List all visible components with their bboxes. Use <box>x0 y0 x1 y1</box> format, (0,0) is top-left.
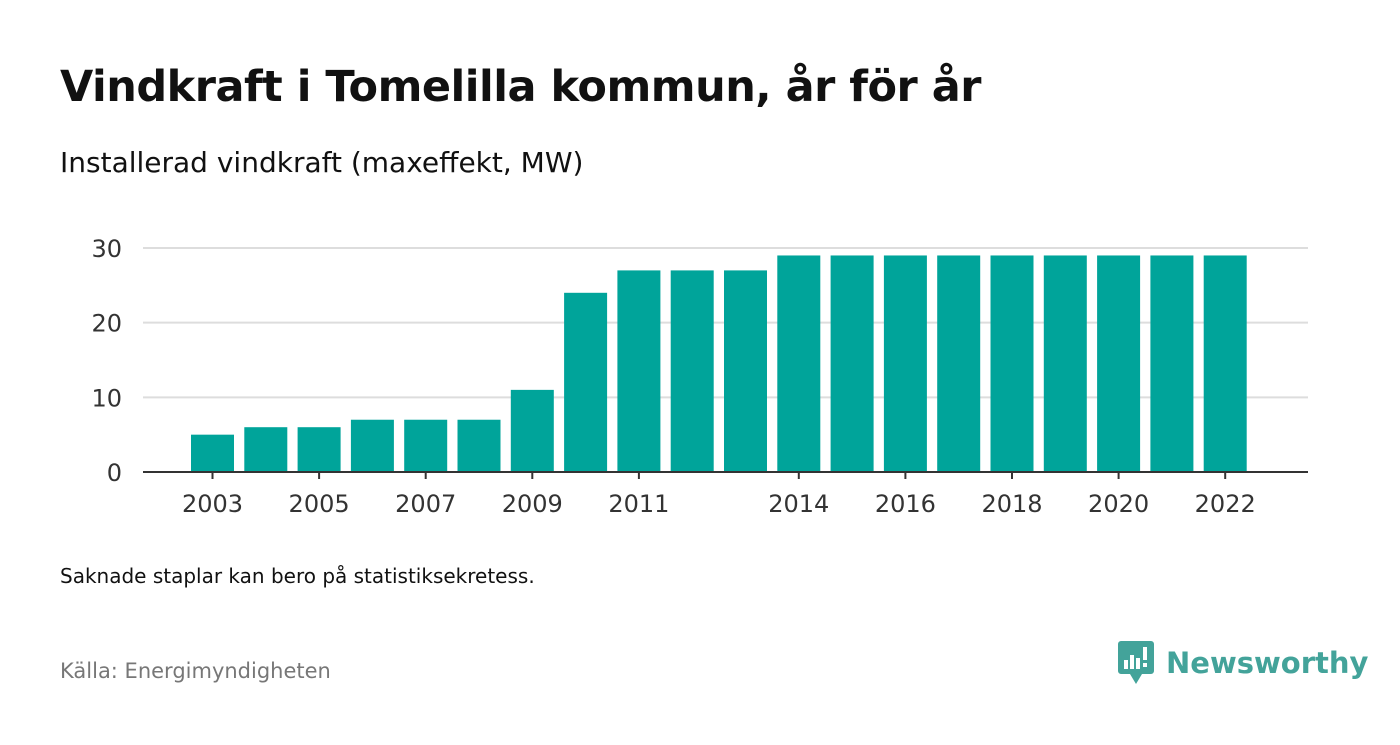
bar-2016 <box>883 255 927 472</box>
bar-2004 <box>244 427 288 472</box>
x-tick-label: 2007 <box>395 490 456 518</box>
chart-note: Saknade staplar kan bero på statistiksek… <box>60 564 535 588</box>
newsworthy-logo-icon <box>1118 641 1154 684</box>
bar-2017 <box>937 255 981 472</box>
bar-2022 <box>1203 255 1247 472</box>
chart-title: Vindkraft i Tomelilla kommun, år för år <box>60 62 981 112</box>
brand-name: Newsworthy <box>1166 646 1369 680</box>
bar-2009 <box>510 389 554 472</box>
x-tick-label: 2011 <box>608 490 669 518</box>
bar-2011 <box>617 270 661 472</box>
source-label: Källa: Energimyndigheten <box>60 659 331 683</box>
y-tick-label: 30 <box>91 235 122 263</box>
brand-logo: Newsworthy <box>1118 641 1368 685</box>
bar-chart: 0 10 20 30 2003 2005 2007 2009 2011 2014 2016 2018 2… <box>91 235 1308 518</box>
bar-2021 <box>1150 255 1194 472</box>
bar-2005 <box>297 427 341 472</box>
bar-2003 <box>191 434 234 472</box>
x-tick-label: 2018 <box>981 490 1042 518</box>
y-tick-label: 20 <box>91 310 122 338</box>
y-tick-label: 0 <box>107 459 122 487</box>
bar-2020 <box>1097 255 1141 472</box>
bar-2015 <box>830 255 874 472</box>
bar-2014 <box>777 255 821 472</box>
bar-2019 <box>1043 255 1087 472</box>
bar-2008 <box>457 419 501 472</box>
x-tick-label: 2005 <box>289 490 350 518</box>
x-tick-label: 2016 <box>875 490 936 518</box>
bar-2007 <box>404 419 448 472</box>
x-tick-label: 2003 <box>182 490 243 518</box>
chart-subtitle: Installerad vindkraft (maxeffekt, MW) <box>60 146 584 179</box>
bar-2018 <box>990 255 1034 472</box>
x-tick-label: 2022 <box>1195 490 1256 518</box>
x-tick-label: 2014 <box>768 490 829 518</box>
bar-2013 <box>724 270 767 472</box>
bar-2012 <box>670 270 714 472</box>
x-tick-label: 2009 <box>502 490 563 518</box>
bar-2006 <box>350 419 394 472</box>
y-tick-label: 10 <box>91 384 122 412</box>
x-tick-label: 2020 <box>1088 490 1149 518</box>
bar-2010 <box>564 292 608 472</box>
